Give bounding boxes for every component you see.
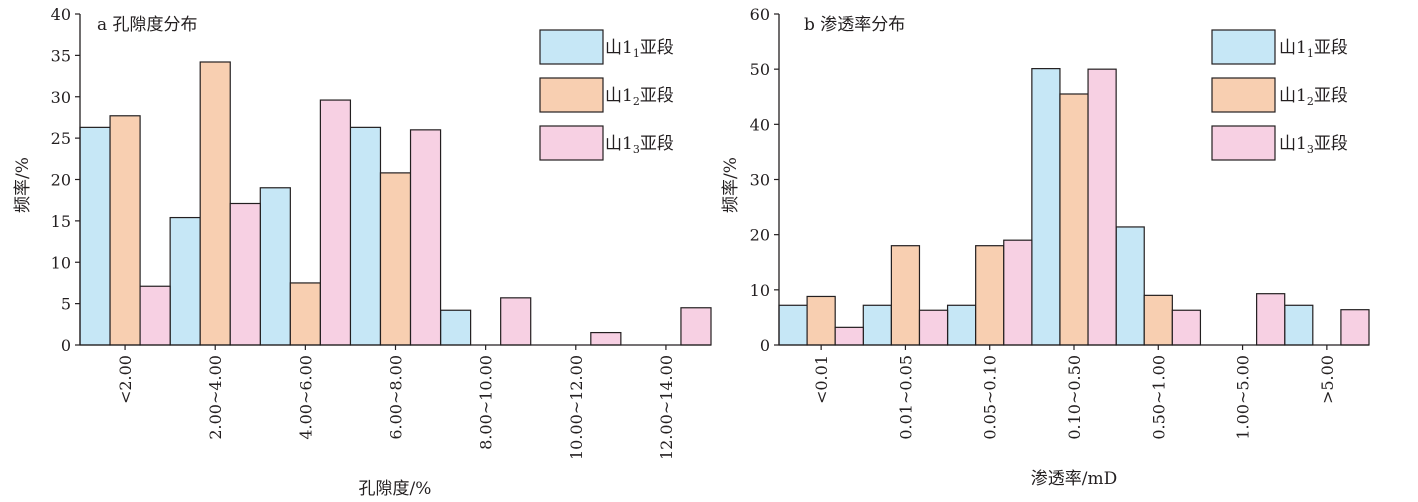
bar-b-s3-c6: [1256, 293, 1286, 346]
legend-swatch-a-s1: [539, 29, 604, 65]
panel-title-b: b 渗透率分布: [804, 15, 905, 35]
x-axis-label-a: 孔隙度/%: [359, 479, 432, 499]
legend-label-b-s3: 山13亚段: [1279, 134, 1348, 156]
y-tick-label-b: 20: [750, 226, 770, 245]
bar-b-s3-c3: [1003, 239, 1033, 346]
x-tick-label-b: >5.00: [1318, 355, 1337, 404]
legend-swatch-b-s3: [1211, 125, 1276, 161]
y-tick-label-a: 0: [61, 336, 71, 355]
bar-a-s3-c4: [409, 129, 442, 346]
x-axis-label-b: 渗透率/mD: [1031, 469, 1117, 489]
x-tick-label-a: 12.00~14.00: [657, 355, 676, 460]
panel-a-porosity: 0 5 10 15 20 25 30 35 40 <2.00 2.00~4.00 4.00~6.00 6…: [13, 5, 712, 499]
x-tick-label-a: 10.00~12.00: [567, 355, 586, 460]
legend-label-a-s3: 山13亚段: [605, 134, 674, 156]
bar-b-s3-c1: [834, 326, 864, 346]
bar-b-s3-c5: [1171, 309, 1202, 346]
panel-title-a: a 孔隙度分布: [97, 15, 198, 35]
y-tick-label-a: 25: [51, 129, 71, 148]
x-tick-label-b: 0.05~0.10: [981, 355, 1000, 440]
y-tick-label-a: 30: [51, 88, 71, 107]
y-tick-label-a: 35: [51, 46, 71, 65]
bar-b-s1-c3: [946, 304, 977, 346]
x-tick-label-a: 6.00~8.00: [387, 355, 406, 440]
bar-b-s2-c5: [1143, 294, 1173, 346]
y-axis-label-a: 频率/%: [13, 157, 33, 213]
y-tick-label-b: 60: [750, 5, 770, 24]
panel-b-permeability: 0 10 20 30 40 50 60 <0.01 0.01~0.05 0.05~0.10 0.10…: [721, 5, 1370, 489]
y-axis-label-b: 频率/%: [721, 157, 741, 213]
bar-a-s1-c5: [439, 309, 472, 346]
bar-b-s3-c7: [1340, 309, 1370, 346]
bar-b-s1-c7: [1284, 304, 1314, 346]
bar-b-s1-c2: [862, 304, 892, 346]
y-tick-label-a: 40: [51, 5, 71, 24]
legend-label-a-s2: 山12亚段: [605, 86, 674, 108]
bar-a-s1-c3: [259, 187, 291, 346]
legend-label-b-s2: 山12亚段: [1279, 86, 1348, 108]
x-tick-label-b: 0.10~0.50: [1065, 355, 1084, 440]
legend-swatch-a-s3: [539, 125, 604, 161]
x-tick-label-b: 0.01~0.05: [896, 355, 915, 440]
legend-label-b-s1: 山11亚段: [1279, 38, 1348, 60]
bar-b-s2-c3: [975, 245, 1005, 346]
bar-a-s3-c7: [680, 307, 712, 346]
bar-a-s3-c1: [139, 285, 171, 346]
x-tick-label-b: <0.01: [812, 355, 831, 404]
legend-swatch-a-s2: [539, 77, 604, 113]
y-tick-label-a: 15: [51, 212, 71, 231]
x-tick-label-b: 0.50~1.00: [1149, 355, 1168, 440]
x-tick-label-a: <2.00: [116, 355, 135, 404]
y-tick-label-b: 30: [750, 171, 770, 190]
bar-a-s3-c2: [229, 202, 261, 346]
y-tick-label-a: 10: [51, 253, 71, 272]
bar-a-s2-c2: [199, 61, 231, 346]
bar-b-s2-c1: [806, 295, 836, 346]
y-tick-label-b: 0: [760, 336, 770, 355]
bar-a-s3-c6: [590, 331, 622, 346]
x-tick-label-b: 1.00~5.00: [1234, 355, 1253, 440]
bar-b-s1-c5: [1115, 226, 1145, 346]
y-tick-label-a: 20: [51, 171, 71, 190]
x-tick-label-a: 2.00~4.00: [206, 355, 225, 440]
y-tick-label-a: 5: [61, 295, 71, 314]
bar-a-s3-c3: [319, 99, 352, 346]
bar-b-s3-c2: [918, 309, 949, 346]
bar-a-s2-c1: [109, 115, 141, 346]
y-tick-label-b: 50: [750, 60, 770, 79]
bar-a-s2-c3: [289, 282, 321, 346]
bar-b-s3-c4: [1087, 68, 1117, 346]
y-tick-label-b: 10: [750, 281, 770, 300]
legend-swatch-b-s2: [1211, 77, 1276, 113]
bar-a-s1-c4: [349, 126, 382, 346]
bar-a-s2-c4: [379, 172, 412, 346]
y-tick-label-b: 40: [750, 115, 770, 134]
x-tick-label-a: 8.00~10.00: [477, 355, 496, 450]
legend-swatch-b-s1: [1211, 29, 1276, 65]
bar-b-s2-c2: [890, 245, 921, 346]
x-tick-label-a: 4.00~6.00: [296, 355, 315, 440]
bar-a-s1-c2: [169, 216, 201, 346]
bar-b-s2-c4: [1059, 93, 1089, 346]
bar-b-s1-c1: [778, 304, 808, 346]
bar-b-s1-c4: [1031, 68, 1061, 346]
bar-a-s1-c1: [79, 126, 111, 346]
bar-a-s3-c5: [500, 297, 532, 346]
legend-label-a-s1: 山11亚段: [605, 38, 674, 60]
